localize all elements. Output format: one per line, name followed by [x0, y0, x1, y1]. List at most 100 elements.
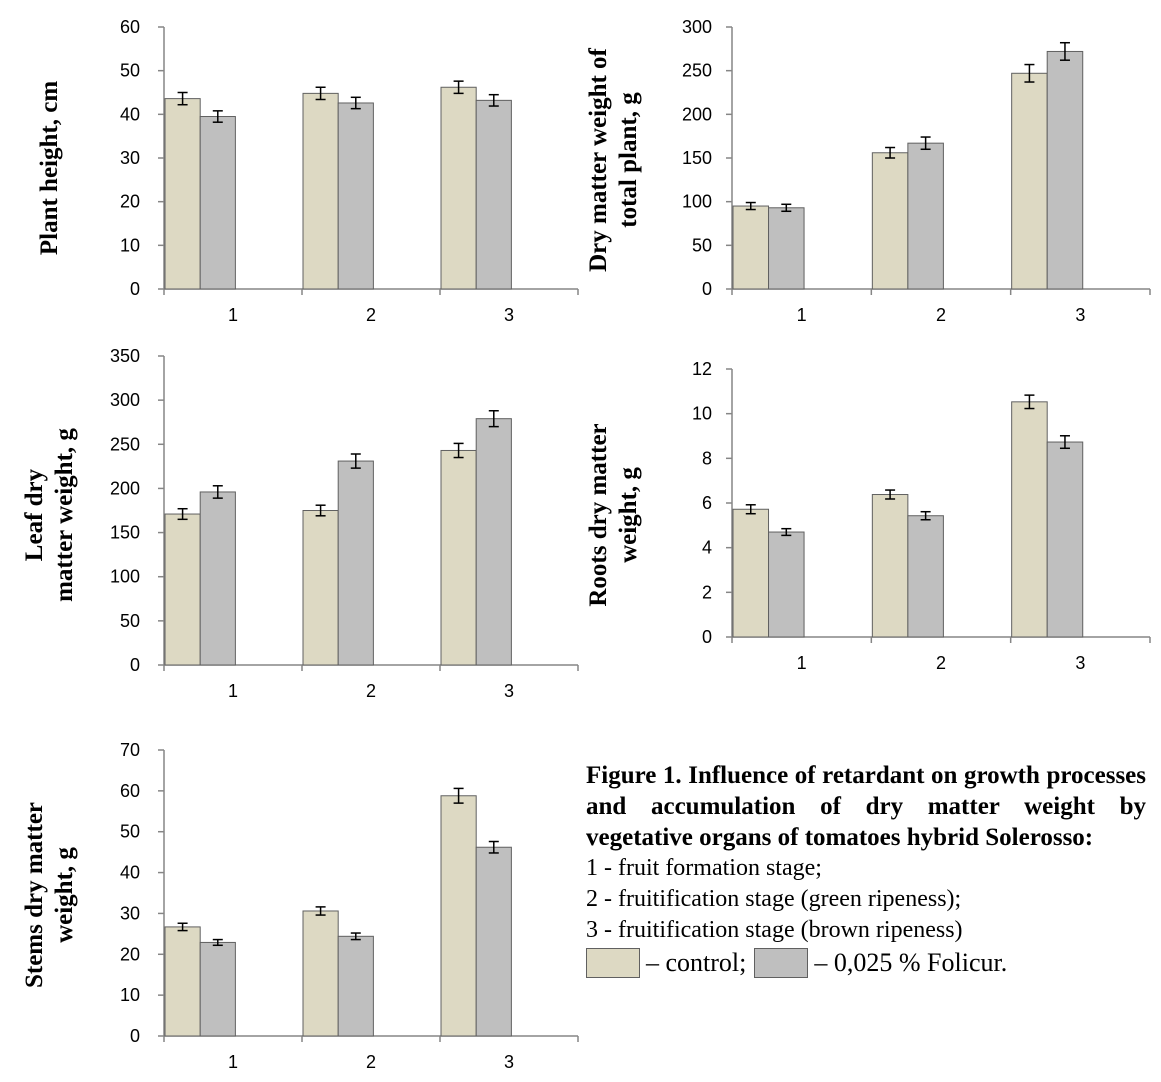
y-tick-label: 350 — [110, 346, 140, 366]
bar-folicur-2 — [337, 460, 374, 666]
y-tick-label: 70 — [120, 740, 140, 760]
chart-3: 0 50 100 150 200 250 300 350 1 2 3 Leaf dry matter w… — [21, 346, 579, 701]
bar-folicur-1 — [768, 531, 805, 638]
y-tick-label: 60 — [120, 17, 140, 37]
x-tick-label: 3 — [504, 1052, 514, 1072]
y-tick-label: 250 — [682, 61, 712, 81]
bar-control-3 — [440, 86, 477, 290]
y-tick-label: 10 — [120, 985, 140, 1005]
bar-folicur-3 — [1046, 441, 1084, 638]
y-tick-label: 2 — [702, 582, 712, 602]
y-tick-label: 40 — [120, 863, 140, 883]
bar-folicur-3 — [475, 846, 512, 1037]
legend-swatch-control — [586, 948, 640, 978]
bar-control-2 — [871, 494, 909, 638]
y-tick-label: 200 — [110, 478, 140, 498]
bar-folicur-1 — [199, 941, 236, 1037]
x-tick-label: 2 — [936, 653, 946, 673]
y-tick-label: 100 — [682, 192, 712, 212]
bar-folicur-1 — [199, 116, 236, 290]
y-axis-label: Roots dry matter weight, g — [585, 423, 642, 606]
bar-folicur-2 — [337, 935, 374, 1037]
x-tick-label: 2 — [936, 305, 946, 325]
y-axis-label-line: Roots dry matter — [585, 423, 612, 606]
y-axis-label-line: Dry matter weight of — [585, 47, 612, 271]
x-tick-label: 1 — [228, 681, 238, 701]
y-tick-label: 12 — [692, 359, 712, 379]
legend-label-control: – control; — [646, 948, 747, 977]
y-tick-label: 0 — [702, 279, 712, 299]
bar-control-3 — [440, 449, 477, 666]
y-tick-label: 60 — [120, 781, 140, 801]
y-axis-label: Stems dry matter weight, g — [21, 802, 78, 988]
y-tick-label: 40 — [120, 104, 140, 124]
x-tick-label: 2 — [366, 305, 376, 325]
y-tick-label: 0 — [130, 655, 140, 675]
y-tick-label: 20 — [120, 944, 140, 964]
y-tick-label: 0 — [702, 627, 712, 647]
figure-caption: Figure 1. Influence of retardant on grow… — [586, 760, 1146, 978]
x-tick-label: 3 — [1075, 305, 1085, 325]
bar-folicur-2 — [907, 515, 944, 638]
caption-stage-2: 2 - fruitification stage (green ripeness… — [586, 886, 962, 912]
y-axis-label-line: Plant height, cm — [36, 81, 63, 255]
y-tick-label: 200 — [682, 104, 712, 124]
caption-stage-1: 1 - fruit formation stage; — [586, 855, 822, 881]
y-tick-label: 50 — [120, 822, 140, 842]
legend-label-folicur: – 0,025 % Folicur. — [814, 948, 1008, 977]
y-axis-label-line: Leaf dry — [21, 468, 48, 561]
y-tick-label: 10 — [120, 235, 140, 255]
y-tick-label: 30 — [120, 148, 140, 168]
bar-folicur-2 — [337, 102, 374, 290]
chart-2: 0 50 100 150 200 250 300 1 2 3 Dry matter weight o… — [585, 17, 1151, 325]
y-tick-label: 0 — [130, 279, 140, 299]
bar-control-1 — [732, 205, 770, 290]
bar-control-1 — [164, 98, 201, 290]
chart-1: 0 10 20 30 40 50 60 1 2 3 Plant height, cm — [36, 17, 579, 325]
bar-control-3 — [440, 795, 477, 1037]
x-tick-label: 3 — [1075, 653, 1085, 673]
y-axis-label-line: Stems dry matter — [21, 802, 48, 988]
y-tick-label: 50 — [692, 235, 712, 255]
bar-control-2 — [302, 92, 339, 290]
y-axis-label: Dry matter weight of total plant, g — [585, 47, 642, 271]
legend: – control; – 0,025 % Folicur. — [586, 948, 1146, 978]
bar-folicur-2 — [907, 142, 944, 290]
chart-5: 0 10 20 30 40 50 60 70 1 2 3 Stems dry matter weight… — [21, 740, 579, 1072]
bar-control-1 — [164, 926, 201, 1037]
bar-control-2 — [302, 510, 339, 666]
y-tick-label: 0 — [130, 1026, 140, 1046]
bar-control-3 — [1011, 401, 1048, 638]
y-tick-label: 20 — [120, 192, 140, 212]
x-tick-label: 3 — [504, 305, 514, 325]
y-tick-label: 4 — [702, 538, 712, 558]
bar-control-1 — [732, 508, 770, 638]
y-tick-label: 8 — [702, 448, 712, 468]
bar-folicur-1 — [768, 207, 805, 290]
x-tick-label: 1 — [228, 305, 238, 325]
bar-control-2 — [871, 152, 909, 290]
x-tick-label: 2 — [366, 1052, 376, 1072]
bar-control-3 — [1011, 72, 1048, 290]
y-tick-label: 300 — [682, 17, 712, 37]
y-tick-label: 100 — [110, 567, 140, 587]
caption-stage-3: 3 - fruitification stage (brown ripeness… — [586, 917, 963, 943]
y-axis-label: Leaf dry matter weight, g — [21, 428, 78, 602]
x-tick-label: 1 — [797, 305, 807, 325]
y-axis-label-line: matter weight, g — [51, 428, 78, 602]
x-tick-label: 3 — [504, 681, 514, 701]
y-axis-label-line: weight, g — [51, 847, 78, 943]
bar-folicur-3 — [475, 418, 512, 666]
y-tick-label: 150 — [110, 523, 140, 543]
y-axis-label-line: total plant, g — [615, 92, 642, 228]
bar-folicur-3 — [1046, 50, 1084, 290]
bar-folicur-1 — [199, 491, 236, 666]
y-tick-label: 300 — [110, 390, 140, 410]
bar-control-1 — [164, 513, 201, 666]
bar-control-2 — [302, 910, 339, 1037]
y-tick-label: 6 — [702, 493, 712, 513]
y-tick-label: 150 — [682, 148, 712, 168]
y-tick-label: 30 — [120, 903, 140, 923]
